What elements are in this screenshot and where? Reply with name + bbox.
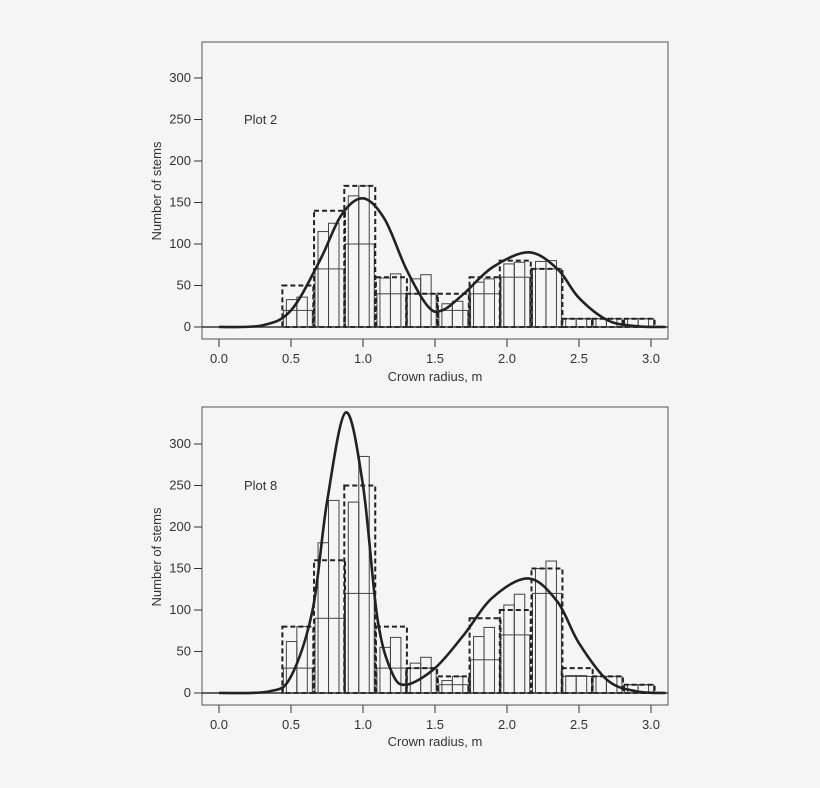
bar-narrow-right — [513, 261, 526, 328]
y-tick-label: 100 — [169, 236, 191, 251]
bar-narrow-left — [473, 636, 485, 694]
bar-narrow-left — [347, 195, 360, 328]
x-tick-label: 3.0 — [642, 351, 660, 366]
bar-dashed — [622, 317, 656, 329]
bar-narrow-left — [473, 281, 485, 328]
density-curve — [218, 197, 666, 329]
bar-wide — [562, 675, 593, 694]
x-tick-label: 1.5 — [426, 717, 444, 732]
y-tick-label: 50 — [177, 278, 191, 293]
bar-wide — [376, 293, 407, 328]
bar-narrow-left — [534, 260, 547, 328]
y-tick-label: 0 — [184, 319, 191, 334]
bar-narrow-right — [483, 278, 496, 328]
bar-narrow-right — [545, 560, 557, 694]
x-tick-label: 2.0 — [498, 351, 516, 366]
y-tick-label: 250 — [169, 112, 191, 127]
bar-dashed — [281, 284, 315, 328]
bar-narrow-right — [358, 185, 370, 328]
x-tick-label: 1.5 — [426, 351, 444, 366]
y-tick-label: 100 — [169, 602, 191, 617]
bar-narrow-left — [379, 277, 391, 328]
bar-wide — [470, 293, 501, 328]
plot-frame — [201, 406, 669, 706]
bar-dashed — [313, 559, 347, 695]
y-tick-label: 50 — [177, 644, 191, 659]
bar-narrow-right — [575, 318, 588, 328]
bar-narrow-left — [565, 675, 577, 694]
bar-wide — [314, 617, 345, 694]
panel-plot-8: 0 50 100 150 200 250 300 0.0 0.5 1.0 1.5 2.0 2.5 3.0 P… — [149, 406, 669, 749]
bar-narrow-left — [347, 501, 360, 694]
bar-dashed — [560, 667, 594, 694]
x-tick-label: 1.0 — [354, 717, 372, 732]
x-tick-label: 2.5 — [570, 351, 588, 366]
y-tick-label: 150 — [169, 561, 191, 576]
x-axis-label: Crown radius, m — [388, 734, 483, 749]
bar-dashed — [560, 317, 594, 329]
y-tick-label: 250 — [169, 478, 191, 493]
bar-wide — [531, 592, 562, 694]
x-axis-label: Crown radius, m — [388, 369, 483, 384]
x-tick-label: 2.0 — [498, 717, 516, 732]
bar-wide — [438, 684, 469, 694]
panel-annotation: Plot 2 — [244, 112, 277, 127]
bar-narrow-right — [451, 300, 464, 328]
bar-wide — [344, 243, 375, 328]
x-tick-label: 1.0 — [354, 351, 372, 366]
bar-narrow-right — [545, 260, 557, 328]
bar-wide — [314, 268, 345, 328]
y-tick-label: 200 — [169, 519, 191, 534]
y-axis-label: Number of stems — [149, 141, 164, 240]
bar-wide — [470, 659, 501, 694]
bar-dashed — [498, 259, 532, 329]
x-tick-label: 0.0 — [210, 717, 228, 732]
bar-dashed — [498, 609, 532, 694]
x-tick-label: 0.5 — [282, 351, 300, 366]
x-tick-label: 0.0 — [210, 351, 228, 366]
y-tick-label: 0 — [184, 685, 191, 700]
density-curve — [218, 411, 666, 695]
bar-narrow-right — [389, 273, 402, 328]
bar-wide — [438, 309, 469, 328]
bar-narrow-left — [503, 263, 515, 328]
bar-wide — [344, 592, 375, 694]
bar-wide — [500, 276, 531, 328]
y-tick-label: 300 — [169, 70, 191, 85]
bar-dashed — [374, 276, 408, 329]
x-tick-label: 2.5 — [570, 717, 588, 732]
bar-wide — [562, 318, 593, 328]
bar-wide — [531, 268, 562, 328]
y-tick-label: 300 — [169, 436, 191, 451]
bar-dashed — [343, 484, 377, 694]
bar-wide — [500, 634, 531, 694]
panel-plot-2: 0 50 100 150 200 250 300 0.0 0.5 1.0 1.5 2.0 2.5 3.0 P… — [149, 41, 669, 384]
bar-narrow-left — [565, 318, 577, 328]
y-axis-label: Number of stems — [149, 507, 164, 606]
bar-narrow-left — [503, 604, 515, 694]
bar-dashed — [530, 267, 564, 328]
y-tick-label: 150 — [169, 195, 191, 210]
x-tick-label: 0.5 — [282, 717, 300, 732]
x-tick-label: 3.0 — [642, 717, 660, 732]
bar-narrow-right — [575, 675, 588, 694]
panel-annotation: Plot 8 — [244, 478, 277, 493]
bar-dashed — [530, 567, 564, 694]
bar-narrow-right — [328, 499, 340, 694]
bar-dashed — [468, 617, 502, 694]
bar-narrow-left — [441, 680, 453, 694]
y-tick-label: 200 — [169, 153, 191, 168]
